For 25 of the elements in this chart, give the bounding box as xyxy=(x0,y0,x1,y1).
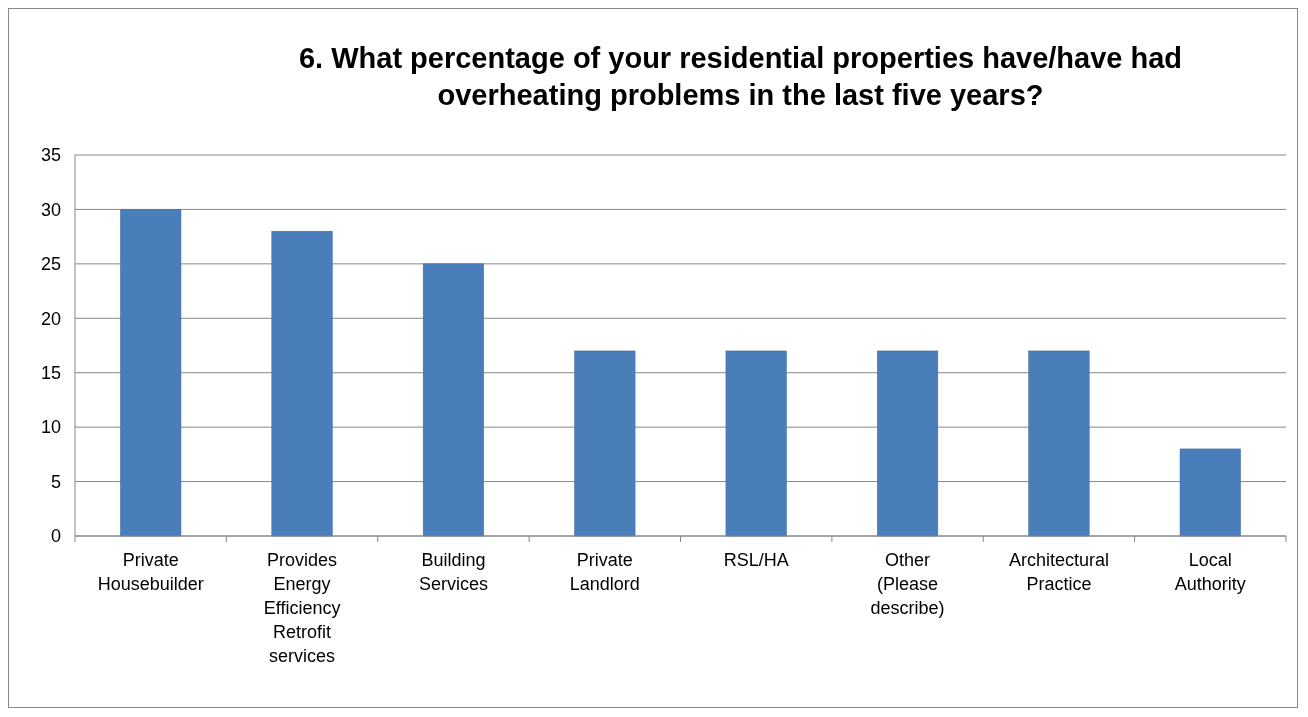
bar xyxy=(877,350,939,537)
bar xyxy=(574,350,636,537)
bar xyxy=(271,230,333,537)
y-tick-label: 35 xyxy=(40,145,61,166)
x-tick-label: RSL/HA xyxy=(723,550,789,570)
y-tick-label: 0 xyxy=(50,526,61,547)
chart-title: 6. What percentage of your residential properties have/have had overheating problems in the last five years? xyxy=(298,42,1183,111)
x-tick-label: Other (Please describe) xyxy=(870,550,945,618)
y-tick-label: 25 xyxy=(40,254,61,275)
y-tick-label: 20 xyxy=(40,308,61,329)
bar xyxy=(725,350,787,537)
y-tick-label: 10 xyxy=(40,417,61,438)
x-tick-label: Building Services xyxy=(418,550,488,594)
bar xyxy=(120,209,182,537)
x-tick-label: Private Housebuilder xyxy=(97,550,204,594)
x-tick-label: Provides Energy Efficiency Retrofit services xyxy=(263,550,341,666)
bar xyxy=(422,263,484,537)
x-tick-label: Architectural Practice xyxy=(1008,550,1109,594)
bar xyxy=(1179,448,1241,537)
bar xyxy=(1028,350,1090,537)
x-tick-label: Private Landlord xyxy=(569,550,640,594)
y-tick-label: 15 xyxy=(40,363,61,384)
x-tick-label: Local Authority xyxy=(1174,550,1246,594)
y-tick-label: 30 xyxy=(40,199,61,220)
y-tick-label: 5 xyxy=(50,471,61,492)
